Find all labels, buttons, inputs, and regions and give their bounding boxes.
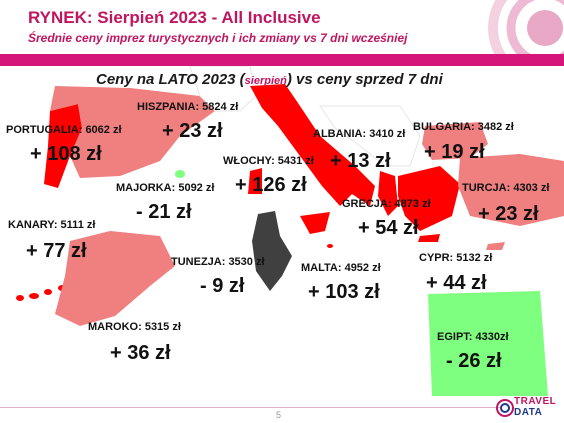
map-cyprus [486, 242, 505, 250]
change-bulgaria: + 19 zł [424, 141, 485, 163]
map-greece-islands [418, 234, 440, 242]
map-morocco [55, 231, 175, 326]
map-turkey [458, 154, 564, 226]
label-wlochy: WŁOCHY: 5431 zł [223, 155, 314, 167]
label-egipt: EGIPT: 4330zł [437, 331, 509, 343]
change-grecja: + 54 zł [358, 217, 419, 239]
label-grecja: GRECJA: 4873 zł [342, 198, 431, 210]
label-cypr: CYPR: 5132 zł [419, 252, 493, 264]
change-albania: + 13 zł [330, 150, 391, 172]
map-tunisia [252, 211, 292, 291]
page-number: 5 [276, 410, 282, 420]
label-portugalia: PORTUGALIA: 6062 zł [6, 124, 122, 136]
map-sicily [300, 212, 330, 234]
map-spain [50, 86, 215, 178]
label-turcja: TURCJA: 4303 zł [462, 182, 550, 194]
map-heading: Ceny na LATO 2023 (sierpień) vs ceny spr… [96, 71, 443, 88]
map-greece [398, 166, 460, 231]
mediterranean-map [0, 66, 564, 406]
label-albania: ALBANIA: 3410 zł [313, 128, 406, 140]
label-majorka: MAJORKA: 5092 zł [116, 182, 215, 194]
map-malta [327, 244, 333, 248]
change-turcja: + 23 zł [478, 203, 539, 225]
change-majorka: - 21 zł [136, 201, 192, 223]
map-balkans [319, 105, 421, 167]
change-portugalia: + 108 zł [30, 143, 102, 165]
label-kanary: KANARY: 5111 zł [8, 219, 96, 231]
page-title: RYNEK: Sierpień 2023 - All Inclusive [28, 8, 321, 27]
map-sardinia [248, 168, 262, 194]
change-maroko: + 36 zł [110, 342, 171, 364]
change-egipt: - 26 zł [446, 350, 502, 372]
change-kanary: + 77 zł [26, 240, 87, 262]
logo-text-data: DATA [514, 407, 543, 418]
label-malta: MALTA: 4952 zł [301, 262, 381, 274]
footer-divider [0, 407, 500, 408]
change-malta: + 103 zł [308, 281, 380, 303]
page-subtitle: Średnie ceny imprez turystycznych i ich … [28, 31, 408, 45]
map-france [189, 66, 257, 112]
map-mallorca [175, 170, 185, 178]
map-albania [378, 171, 398, 216]
change-wlochy: + 126 zł [235, 174, 307, 196]
map-portugal [44, 104, 82, 188]
label-maroko: MAROKO: 5315 zł [88, 321, 181, 333]
logo-text-travel: TRAVEL [514, 396, 557, 407]
change-hiszpania: + 23 zł [162, 120, 223, 142]
change-cypr: + 44 zł [426, 272, 487, 294]
map-italy [250, 84, 375, 206]
header-bar [0, 54, 564, 66]
map-canary-3 [44, 289, 52, 295]
label-bulgaria: BULGARIA: 3482 zł [413, 121, 514, 133]
map-egypt [428, 291, 548, 396]
travel-data-logo: TRAVEL DATA [496, 396, 558, 420]
map-heading-month: sierpień [244, 75, 287, 87]
change-tunezja: - 9 zł [200, 275, 245, 297]
logo-mark-icon [496, 399, 514, 417]
map-canary-1 [16, 295, 24, 301]
map-bulgaria [422, 122, 488, 160]
label-tunezja: TUNEZJA: 3530 zł [171, 256, 265, 268]
label-hiszpania: HISZPANIA: 5824 zł [137, 101, 239, 113]
map-canary-2 [29, 293, 39, 299]
